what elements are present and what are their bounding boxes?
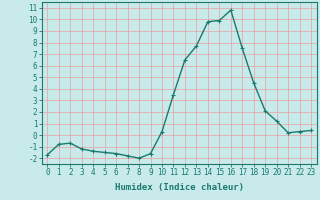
X-axis label: Humidex (Indice chaleur): Humidex (Indice chaleur) (115, 183, 244, 192)
